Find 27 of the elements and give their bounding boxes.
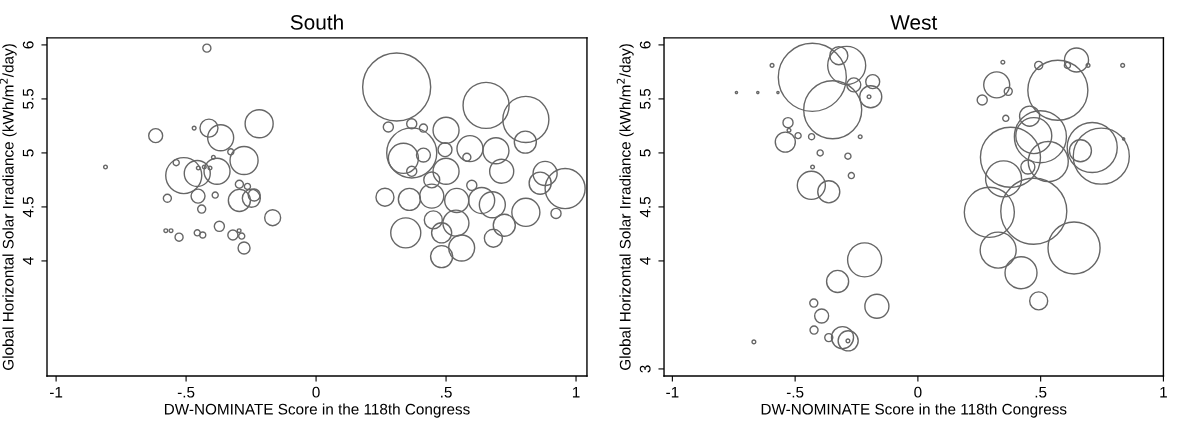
y-axis-title: Global Horizontal Solar Irradiance (kWh/m$^{2}$/day) [616,44,634,370]
x-tick-label: 0 [914,386,922,398]
y-tick-label: 5.5 [639,88,651,109]
y-tick-label: 6 [22,41,34,49]
y-tick-label: 6 [639,41,651,49]
x-axis-title: DW-NOMINATE Score in the 118th Congress [164,403,470,418]
x-tick-label: -.5 [177,386,195,398]
x-tick-label: .5 [441,386,452,398]
y-tick-label: 4.5 [22,196,34,218]
x-tick-label: -1 [49,386,63,398]
y-axis-title: Global Horizontal Solar Irradiance (kWh/m$^{2}$/day) [0,44,17,370]
x-tick-label: .5 [1035,386,1047,398]
y-tick-label: 4.5 [639,196,651,218]
y-tick-label: 5 [639,149,651,157]
x-axis-title: DW-NOMINATE Score in the 118th Congress [761,403,1067,418]
chart-title: West [890,15,938,30]
x-tick-label: 1 [1160,386,1167,398]
chart-title: South [290,14,343,30]
y-tick-label: 4 [22,257,34,265]
x-tick-label: 0 [312,386,320,398]
x-tick-label: 1 [572,386,580,398]
y-tick-label: 5.5 [22,88,34,109]
x-tick-label: -1 [666,386,679,398]
y-tick-label: 4 [639,257,651,265]
y-tick-label: 3 [639,365,651,373]
y-tick-label: 5 [22,149,34,157]
x-tick-label: -.5 [786,386,804,398]
